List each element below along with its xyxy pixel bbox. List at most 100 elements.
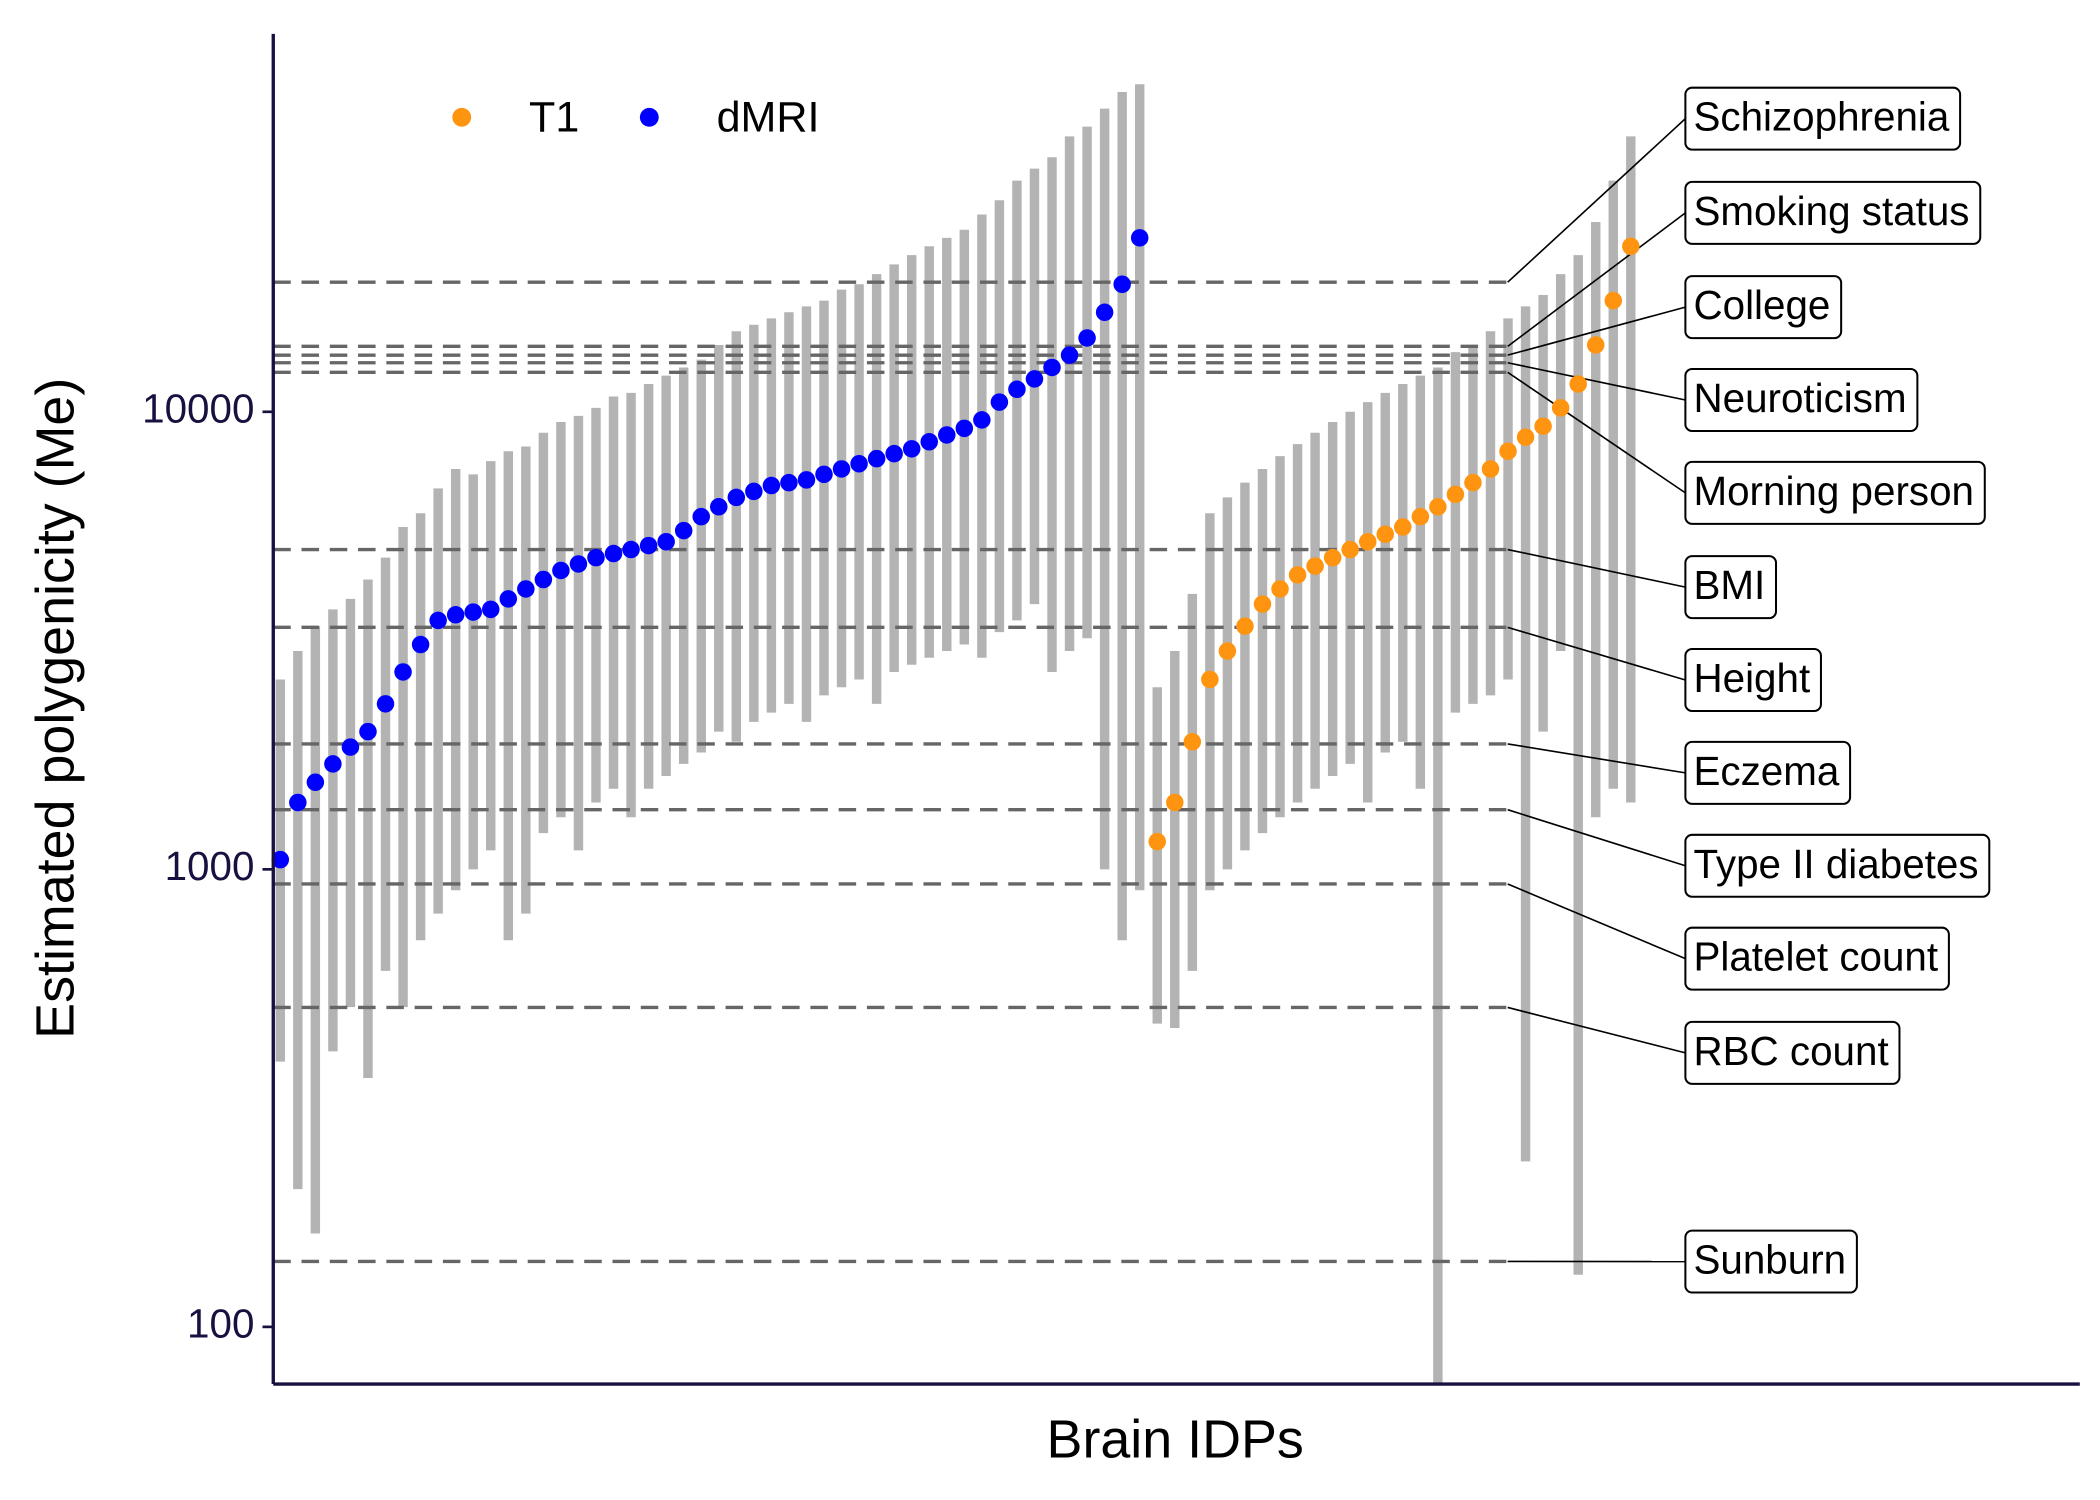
point bbox=[1411, 507, 1430, 526]
point bbox=[639, 536, 658, 555]
point bbox=[482, 600, 500, 619]
leader-line bbox=[1507, 1006, 1686, 1054]
label-box bbox=[1684, 833, 1991, 898]
point bbox=[552, 561, 570, 580]
point bbox=[1586, 336, 1605, 354]
leader-line bbox=[1507, 118, 1686, 283]
label-box bbox=[1684, 555, 1778, 620]
point bbox=[1025, 370, 1044, 388]
point bbox=[727, 488, 746, 507]
point bbox=[1078, 329, 1096, 347]
error-bars bbox=[275, 84, 1636, 1385]
reference-label: Height bbox=[1693, 655, 1810, 701]
legend-marker bbox=[452, 107, 472, 127]
point bbox=[324, 755, 342, 773]
point bbox=[1288, 566, 1307, 584]
point bbox=[1043, 358, 1061, 377]
point bbox=[271, 850, 290, 869]
y-tick-label: 100 bbox=[187, 1301, 254, 1347]
point bbox=[1551, 399, 1570, 417]
point bbox=[902, 440, 921, 458]
point bbox=[920, 433, 938, 451]
point bbox=[289, 793, 307, 812]
reference-label: Type II diabetes bbox=[1693, 841, 1978, 887]
point bbox=[1604, 291, 1623, 310]
point bbox=[674, 521, 693, 540]
point bbox=[1201, 670, 1219, 689]
point bbox=[1499, 442, 1517, 460]
reference-label: Schizophrenia bbox=[1693, 94, 1949, 140]
label-box bbox=[1684, 86, 1962, 151]
point bbox=[1464, 473, 1482, 492]
reference-label: RBC count bbox=[1693, 1028, 1888, 1074]
point bbox=[376, 695, 395, 713]
leader-line bbox=[1507, 743, 1686, 774]
point bbox=[1130, 229, 1149, 247]
point bbox=[1622, 237, 1640, 256]
label-box bbox=[1684, 926, 1950, 991]
point bbox=[411, 635, 430, 654]
leader-line bbox=[1507, 626, 1686, 681]
x-axis-title: Brain IDPs bbox=[1047, 1409, 1304, 1469]
point bbox=[692, 507, 710, 526]
label-box bbox=[1684, 275, 1843, 340]
label-box bbox=[1684, 740, 1852, 805]
point bbox=[990, 393, 1009, 411]
y-tick-label: 1000 bbox=[165, 843, 255, 889]
point bbox=[867, 449, 886, 468]
point bbox=[1394, 518, 1412, 536]
point bbox=[1569, 375, 1587, 393]
point bbox=[1516, 428, 1535, 446]
point bbox=[1271, 580, 1289, 598]
point bbox=[1306, 557, 1324, 575]
point bbox=[569, 555, 588, 573]
point bbox=[938, 426, 956, 444]
point bbox=[1253, 595, 1272, 613]
point bbox=[885, 444, 903, 463]
point bbox=[464, 603, 482, 621]
point bbox=[1376, 525, 1395, 543]
legend-marker bbox=[639, 107, 659, 127]
legend-label: T1 bbox=[529, 93, 579, 141]
label-box bbox=[1684, 460, 1986, 525]
point bbox=[429, 611, 447, 630]
point bbox=[394, 663, 412, 681]
point bbox=[815, 465, 833, 484]
point bbox=[341, 738, 360, 756]
point bbox=[1358, 532, 1377, 551]
point bbox=[657, 532, 675, 551]
point bbox=[587, 548, 605, 567]
point bbox=[1060, 346, 1079, 364]
leader-line bbox=[1507, 212, 1686, 348]
point bbox=[1166, 793, 1184, 812]
point bbox=[1218, 642, 1237, 660]
point bbox=[1095, 303, 1114, 322]
point bbox=[762, 476, 781, 495]
legend-label: dMRI bbox=[717, 93, 820, 141]
reference-label: Eczema bbox=[1693, 748, 1839, 794]
reference-label: Neuroticism bbox=[1693, 375, 1906, 421]
reference-label: Smoking status bbox=[1693, 188, 1969, 234]
point bbox=[850, 454, 868, 473]
point bbox=[306, 773, 325, 792]
label-box bbox=[1684, 1229, 1858, 1294]
point bbox=[1236, 617, 1254, 635]
point bbox=[832, 460, 851, 478]
point bbox=[359, 722, 377, 741]
point bbox=[1429, 498, 1447, 516]
y-axis-title: Estimated polygenicity (Me) bbox=[25, 378, 85, 1039]
point bbox=[1341, 540, 1359, 559]
point bbox=[1148, 832, 1166, 851]
reference-label: Morning person bbox=[1693, 468, 1974, 514]
point bbox=[745, 482, 763, 501]
point bbox=[1008, 380, 1026, 399]
reference-label: Platelet count bbox=[1693, 934, 1938, 980]
leader-line bbox=[1507, 306, 1686, 356]
point bbox=[955, 419, 974, 438]
point bbox=[1183, 733, 1202, 751]
label-box bbox=[1684, 1020, 1901, 1085]
point bbox=[1481, 460, 1500, 478]
point bbox=[1446, 485, 1465, 504]
point bbox=[622, 540, 640, 559]
